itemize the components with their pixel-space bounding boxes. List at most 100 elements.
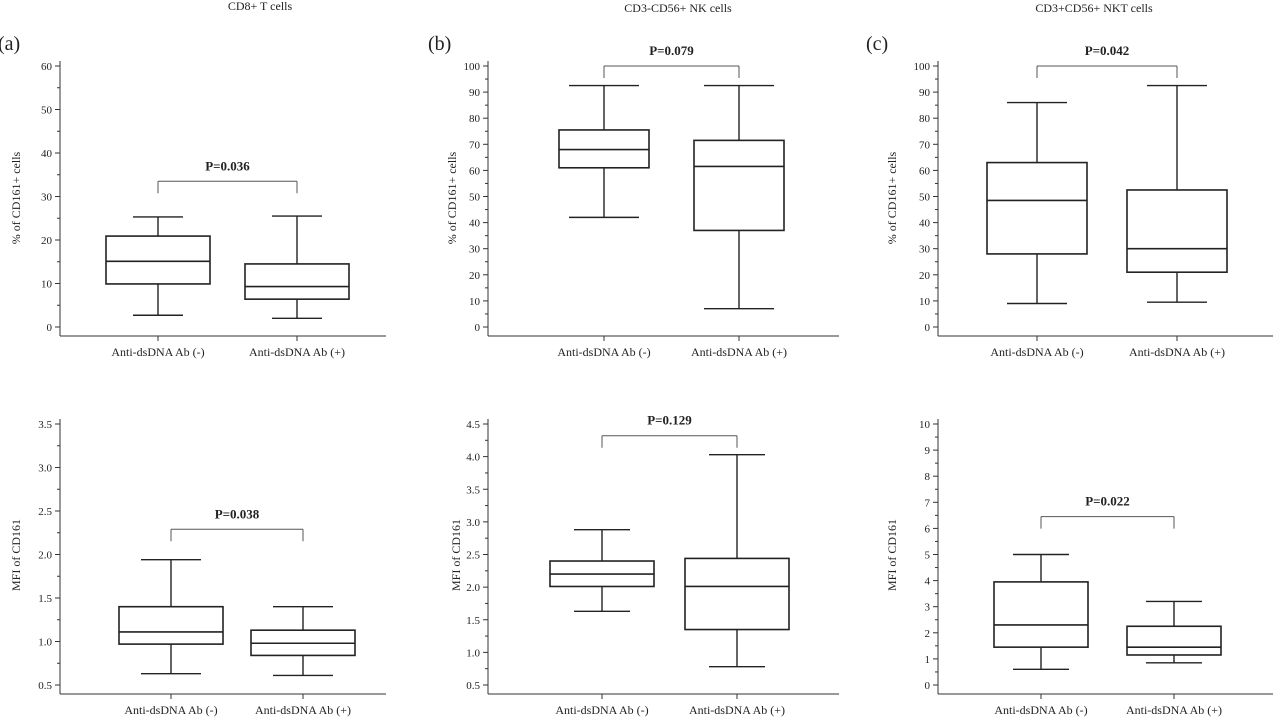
panel-label-c: (c) [866, 33, 888, 55]
y-tick-label: 10 [919, 296, 931, 308]
significance-bracket [1040, 516, 1175, 529]
y-tick-label: 10 [469, 296, 481, 308]
category-label: Anti-dsDNA Ab (-) [111, 345, 204, 359]
y-tick-label: 6 [925, 523, 931, 535]
y-tick-label: 60 [41, 61, 53, 73]
box-positive [693, 84, 785, 310]
p-value-label: P=0.079 [649, 43, 694, 58]
iqr-box [1126, 625, 1222, 656]
iqr-box [986, 161, 1088, 255]
category-label: Anti-dsDNA Ab (+) [249, 345, 345, 359]
p-value-label: P=0.038 [215, 506, 260, 521]
y-tick-label: 90 [919, 87, 931, 99]
y-tick-label: 100 [914, 61, 931, 73]
significance-bracket [170, 528, 304, 542]
box-negative [549, 529, 655, 612]
y-tick-label: 3.0 [466, 517, 480, 529]
p-value-label: P=0.022 [1085, 494, 1130, 509]
y-axis-label: % of CD161+ cells [885, 151, 899, 244]
y-tick-label: 4.0 [466, 452, 480, 464]
box-positive [684, 453, 790, 668]
y-tick-label: 90 [469, 87, 481, 99]
y-tick-label: 60 [919, 165, 931, 177]
y-axis-label: % of CD161+ cells [9, 151, 23, 244]
iqr-box [1126, 189, 1228, 273]
column-title-nk: CD3-CD56+ NK cells [624, 1, 732, 15]
y-tick-label: 8 [925, 471, 931, 483]
chart-c-percent: 0 10 20 30 40 50 60 70 80 90 100 % of CD161+ cells A… [885, 43, 1273, 359]
y-tick-label: 3.5 [466, 484, 480, 496]
y-axis-label: MFI of CD161 [449, 519, 463, 591]
y-tick-label: 40 [919, 218, 931, 230]
y-tick-label: 50 [41, 105, 53, 117]
y-tick-label: 60 [469, 165, 481, 177]
significance-bracket [157, 180, 298, 194]
category-label: Anti-dsDNA Ab (-) [990, 345, 1083, 359]
y-tick-label: 50 [919, 192, 931, 204]
panel-label-a: (a) [0, 33, 20, 55]
y-tick-label: 10 [919, 419, 931, 431]
p-value-label: P=0.129 [647, 413, 692, 428]
y-tick-label: 0.5 [466, 680, 480, 692]
y-tick-label: 10 [41, 279, 53, 291]
box-positive [1126, 84, 1228, 303]
y-tick-label: 3.0 [38, 463, 52, 475]
y-tick-label: 2.0 [466, 582, 480, 594]
column-title-nkt: CD3+CD56+ NKT cells [1035, 1, 1153, 15]
box-positive [250, 606, 356, 677]
y-tick-label: 3.5 [38, 419, 52, 431]
significance-bracket [603, 65, 740, 78]
category-label: Anti-dsDNA Ab (+) [1126, 703, 1222, 717]
box-negative [986, 101, 1088, 305]
y-tick-label: 30 [919, 244, 931, 256]
y-tick-label: 2.0 [38, 550, 52, 562]
iqr-box [244, 263, 350, 300]
y-tick-label: 2.5 [38, 506, 52, 518]
y-tick-label: 9 [925, 445, 931, 457]
y-tick-label: 40 [469, 218, 481, 230]
box-positive [1126, 600, 1222, 664]
column-titles: CD8+ T cells CD3-CD56+ NK cells CD3+CD56… [228, 0, 1153, 15]
chart-b-percent: 0 10 20 30 40 50 60 70 80 90 100 % of CD161+ cells A… [445, 43, 839, 359]
y-tick-label: 20 [919, 270, 931, 282]
category-label: Anti-dsDNA Ab (+) [691, 345, 787, 359]
category-label: Anti-dsDNA Ab (-) [994, 703, 1087, 717]
y-axis-label: % of CD161+ cells [445, 151, 459, 244]
y-tick-label: 80 [469, 113, 481, 125]
category-label: Anti-dsDNA Ab (+) [1129, 345, 1225, 359]
y-tick-label: 7 [925, 497, 931, 509]
y-tick-label: 0 [47, 322, 53, 334]
y-tick-label: 40 [41, 148, 53, 160]
category-label: Anti-dsDNA Ab (+) [255, 703, 351, 717]
iqr-box [118, 605, 224, 645]
significance-bracket [601, 435, 738, 448]
y-tick-label: 0 [925, 680, 931, 692]
y-tick-label: 20 [41, 235, 53, 247]
y-tick-label: 1 [925, 654, 931, 666]
category-label: Anti-dsDNA Ab (+) [689, 703, 785, 717]
y-tick-label: 30 [41, 192, 53, 204]
iqr-box [993, 581, 1089, 648]
y-tick-label: 1.0 [38, 637, 52, 649]
y-tick-label: 4.5 [466, 419, 480, 431]
p-value-label: P=0.036 [205, 158, 250, 173]
iqr-box [105, 235, 211, 285]
y-tick-label: 80 [919, 113, 931, 125]
box-negative [558, 84, 650, 219]
y-tick-label: 4 [925, 576, 931, 588]
chart-a-percent: 0 10 20 30 40 50 60 % of CD161+ cells Anti-dsDNA… [9, 61, 386, 359]
y-tick-label: 100 [464, 61, 481, 73]
iqr-box [684, 557, 790, 631]
box-negative [118, 559, 224, 675]
y-axis-label: MFI of CD161 [885, 519, 899, 591]
significance-bracket [1036, 65, 1178, 78]
y-tick-label: 50 [469, 192, 481, 204]
chart-c-mfi: 0 1 2 3 4 5 6 7 8 9 10 MFI of CD161 Anti-dsDNA Ab (-… [885, 419, 1273, 717]
y-tick-label: 30 [469, 244, 481, 256]
panel-label-b: (b) [428, 33, 451, 55]
iqr-box [693, 139, 785, 232]
y-tick-label: 1.5 [466, 615, 480, 627]
y-tick-label: 5 [925, 550, 931, 562]
category-label: Anti-dsDNA Ab (-) [557, 345, 650, 359]
